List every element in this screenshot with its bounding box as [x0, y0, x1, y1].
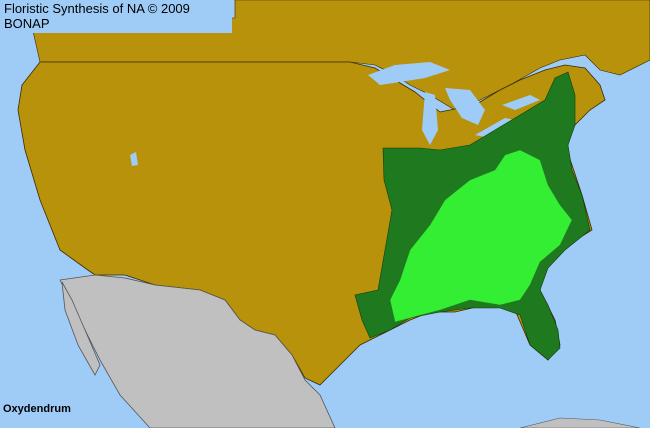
lake-huron — [445, 88, 485, 125]
lake-erie — [475, 118, 515, 138]
lake-ontario — [502, 95, 540, 110]
cuba-hint — [519, 417, 641, 428]
baja-california — [61, 281, 101, 376]
present-counties — [389, 149, 573, 323]
lake-superior — [368, 62, 450, 85]
lake-michigan — [422, 92, 438, 145]
great-salt-lake — [130, 152, 138, 166]
taxon-label: Oxydendrum — [3, 403, 71, 415]
map-title: Floristic Synthesis of NA © 2009 BONAP — [0, 0, 232, 33]
mexico-region — [59, 274, 336, 428]
